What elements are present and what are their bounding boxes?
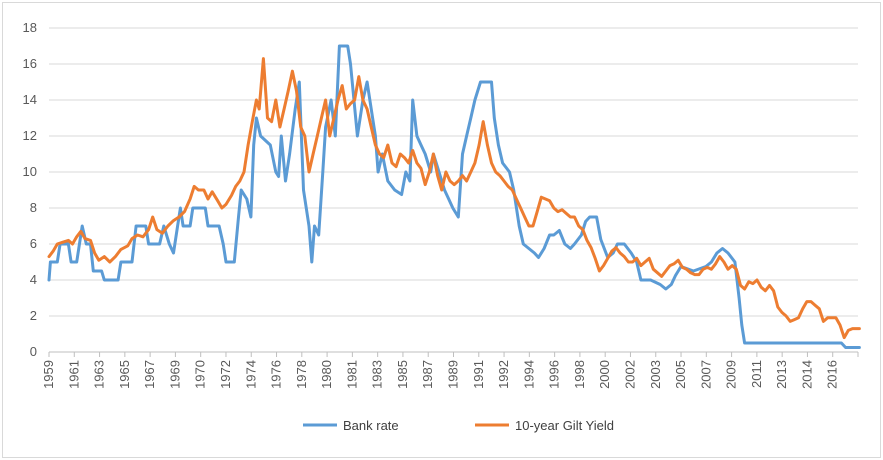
x-tick-label: 1987 xyxy=(420,360,435,389)
x-axis: 1959 1961 1963 1965 1967 1969 1970 1972 1974 1976… xyxy=(41,351,859,389)
x-tick-label: 1998 xyxy=(572,360,587,389)
x-tick-label: 2009 xyxy=(724,360,739,389)
series-line-bank-rate xyxy=(47,44,861,349)
x-tick-label: 1969 xyxy=(167,360,182,389)
y-tick-label: 4 xyxy=(30,272,37,287)
x-tick-label: 1978 xyxy=(294,360,309,389)
x-tick-label: 1981 xyxy=(344,360,359,389)
legend-label: 10-year Gilt Yield xyxy=(515,418,614,433)
y-tick-label: 2 xyxy=(30,308,37,323)
x-tick-label: 2007 xyxy=(698,360,713,389)
y-tick-label: 10 xyxy=(23,164,37,179)
x-tick-label: 1965 xyxy=(117,360,132,389)
series-line-gilt-yield xyxy=(47,57,861,340)
y-tick-label: 14 xyxy=(23,92,37,107)
x-tick-label: 1991 xyxy=(471,360,486,389)
x-tick-label: 1972 xyxy=(218,360,233,389)
y-tick-label: 12 xyxy=(23,128,37,143)
x-tick-label: 1970 xyxy=(193,360,208,389)
x-tick-label: 2011 xyxy=(749,360,764,388)
x-tick-label: 2002 xyxy=(622,360,637,389)
series-lines xyxy=(47,44,861,349)
x-tick-label: 1980 xyxy=(319,360,334,389)
legend-label: Bank rate xyxy=(343,418,399,433)
x-tick-label: 2014 xyxy=(799,360,814,389)
x-tick-label: 1967 xyxy=(142,360,157,389)
x-tick-label: 2016 xyxy=(825,360,840,389)
y-tick-label: 18 xyxy=(23,20,37,35)
x-tick-label: 1992 xyxy=(496,360,511,389)
y-tick-label: 16 xyxy=(23,56,37,71)
x-tick-label: 1994 xyxy=(521,360,536,389)
y-tick-label: 0 xyxy=(30,344,37,359)
x-tick-label: 1983 xyxy=(370,360,385,389)
x-tick-label: 2003 xyxy=(648,360,663,389)
x-tick-label: 1959 xyxy=(41,360,56,389)
y-tick-label: 6 xyxy=(30,236,37,251)
y-tick-label: 8 xyxy=(30,200,37,215)
x-tick-label: 1976 xyxy=(269,360,284,389)
legend: Bank rate 10-year Gilt Yield xyxy=(303,418,614,433)
gridlines xyxy=(49,27,858,317)
x-tick-label: 1989 xyxy=(446,360,461,389)
x-tick-label: 2005 xyxy=(673,360,688,389)
y-axis-tick-labels: 0 2 4 6 8 10 12 14 16 18 xyxy=(23,20,37,359)
x-tick-label: 1985 xyxy=(395,360,410,389)
x-tick-label: 1974 xyxy=(243,360,258,389)
x-tick-label: 1996 xyxy=(547,360,562,389)
x-tick-label: 2000 xyxy=(597,360,612,389)
x-tick-label: 2013 xyxy=(774,360,789,389)
x-tick-label: 1961 xyxy=(66,360,81,389)
x-tick-label: 1963 xyxy=(92,360,107,389)
